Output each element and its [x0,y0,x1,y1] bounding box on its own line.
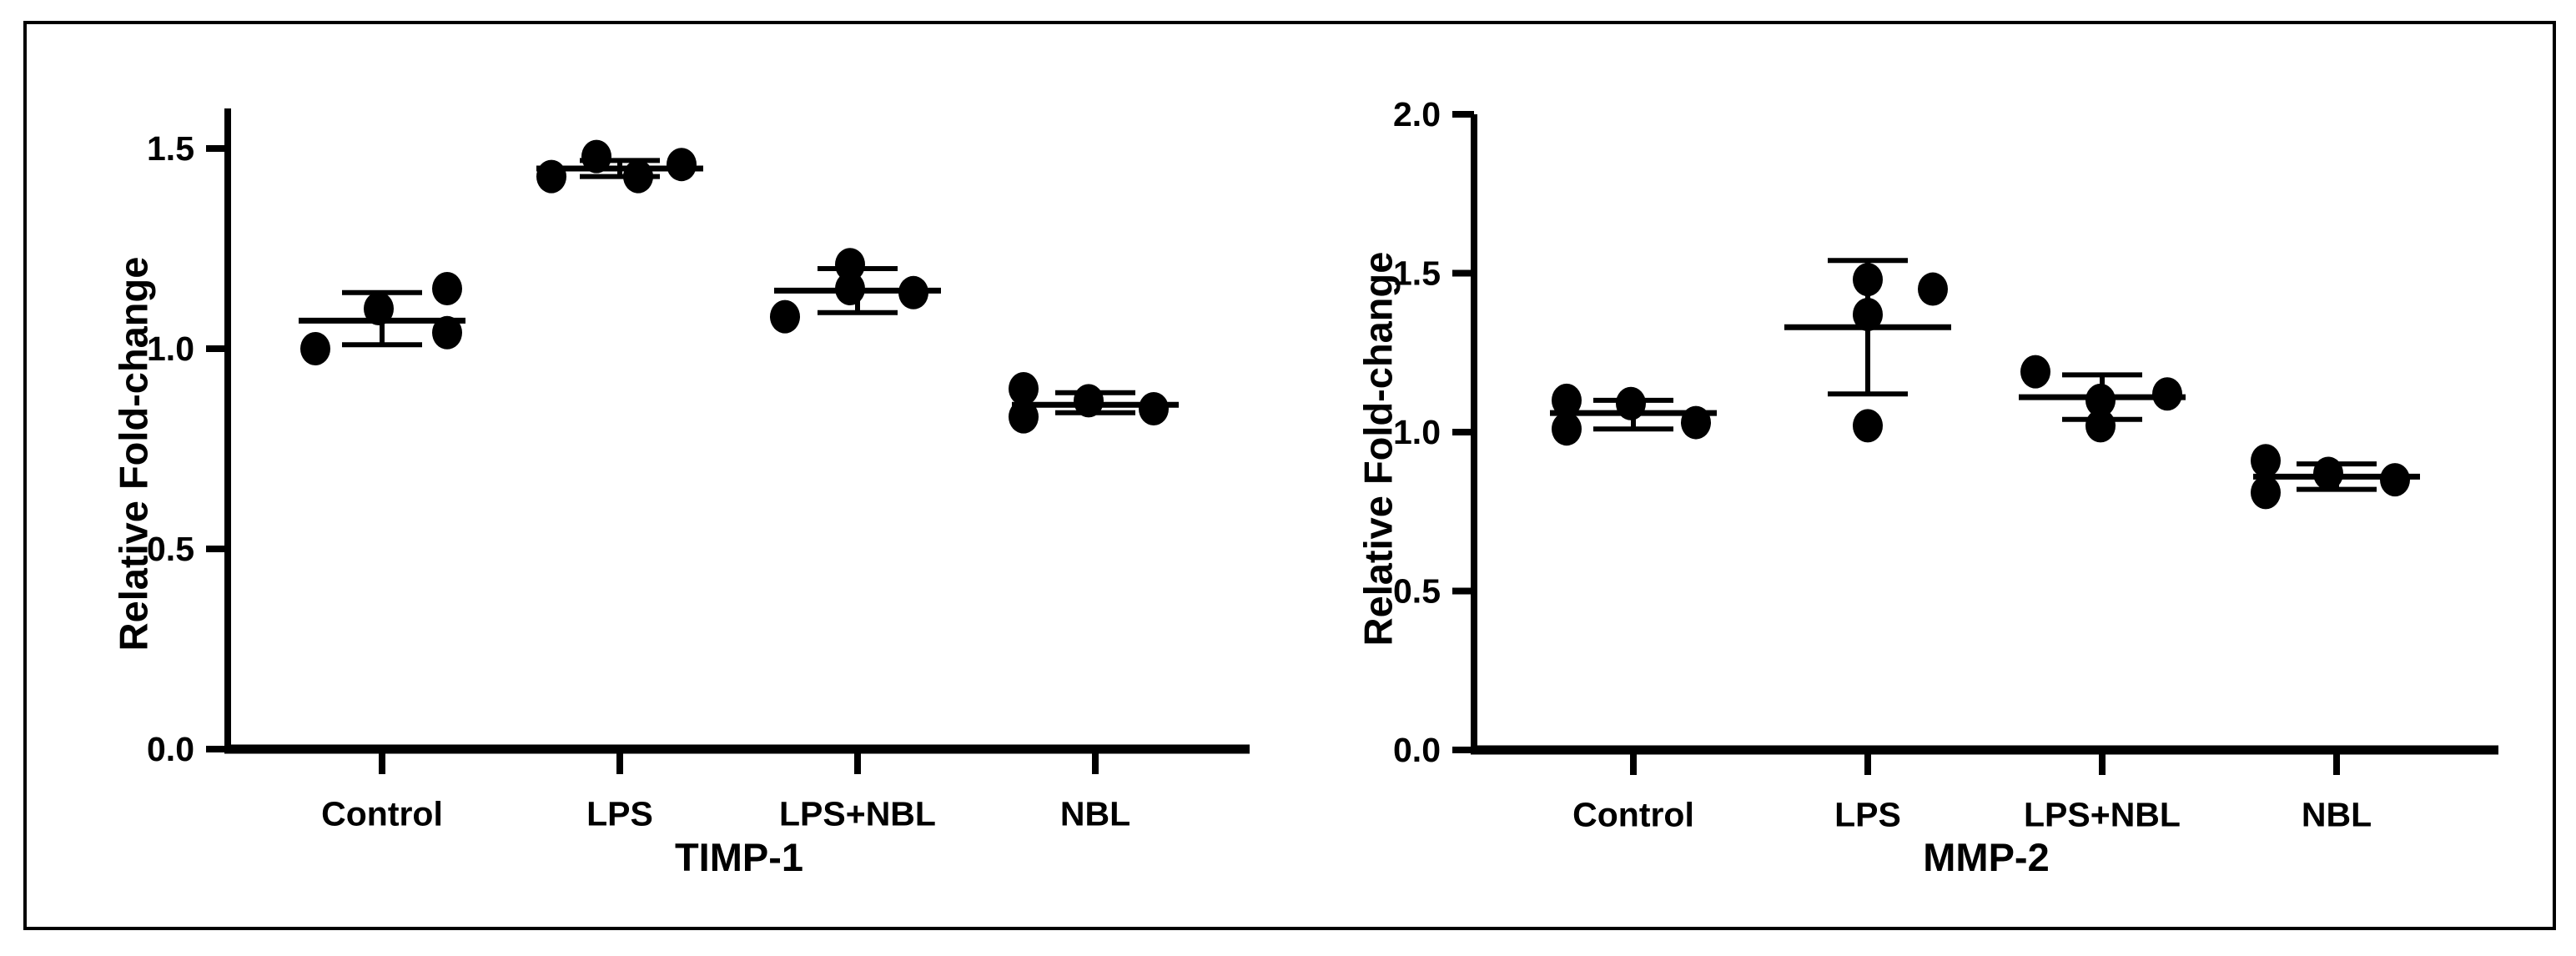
category-label: LPS+NBL [779,795,936,833]
data-point [2380,463,2410,497]
group-lps+nbl [770,248,941,334]
group-nbl [1009,372,1179,434]
panel-title: TIMP-1 [675,835,803,879]
y-axis-title: Relative Fold-change [112,257,156,652]
data-point [1918,272,1948,306]
data-point [667,148,697,182]
y-tick-label: 1.0 [147,330,194,368]
category-label: LPS [1834,796,1901,834]
data-point [581,139,611,174]
group-lps [536,139,703,194]
data-point [898,275,928,309]
y-tick-label: 1.5 [147,129,194,168]
panel-title: MMP-2 [1923,835,2049,879]
y-tick-label: 0.5 [1393,572,1441,611]
data-point [1552,412,1582,446]
category-label: LPS [586,795,653,833]
data-point [1853,298,1883,332]
data-point [2085,383,2116,417]
data-point [1139,392,1169,425]
data-point [432,315,462,350]
data-point [2020,355,2050,389]
data-point [2085,409,2116,443]
data-point [1616,386,1646,420]
data-point [1074,384,1104,418]
y-tick-label: 2.0 [1393,95,1441,133]
panel-timp-1: 0.0 0.5 1.0 1.5 Control LPS LPS+NBL NBL Relative… [112,108,1250,879]
category-label: Control [321,795,443,833]
y-axis-title: Relative Fold-change [1356,252,1401,647]
data-point [2251,475,2281,510]
group-control [299,272,465,365]
data-point [1009,372,1039,405]
y-tick-label: 0.0 [147,730,194,768]
data-point [623,159,653,194]
data-point [1853,263,1883,297]
group-lps [1784,258,1951,443]
data-point [2152,377,2182,411]
data-point [432,272,462,305]
data-point [1853,409,1883,443]
y-tick-label: 0.0 [1393,731,1441,769]
data-point [1681,405,1711,440]
category-label: LPS+NBL [2024,796,2181,834]
category-label: NBL [2302,796,2372,834]
data-point [1009,400,1039,434]
data-point [536,159,566,194]
figure-border [23,21,2556,930]
y-tick-label: 1.5 [1393,254,1441,293]
data-point [770,299,800,334]
data-point [835,272,865,305]
category-label: Control [1572,796,1694,834]
group-nbl [2251,444,2420,510]
data-point [364,292,394,325]
data-point [2313,456,2343,491]
y-tick-label: 0.5 [147,530,194,568]
group-control [1550,383,1717,446]
panel-mmp-2: 0.0 0.5 1.0 1.5 2.0 Control LPS LPS+NBL NBL Relat… [1356,95,2498,879]
data-point [2251,444,2281,478]
data-point [300,332,330,365]
category-label: NBL [1060,795,1130,833]
group-lps+nbl [2019,355,2186,443]
y-tick-label: 1.0 [1393,413,1441,451]
data-point [1552,383,1582,417]
data-point [835,248,865,282]
